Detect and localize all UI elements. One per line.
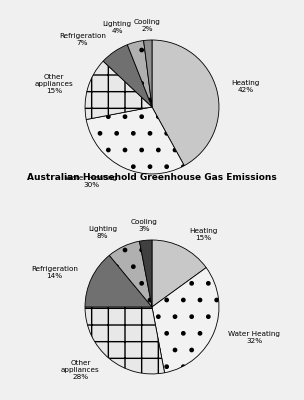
Text: Cooling
3%: Cooling 3% [131,219,158,232]
Text: Water Heating
30%: Water Heating 30% [65,174,117,188]
Text: Heating
15%: Heating 15% [189,228,218,240]
Wedge shape [127,40,152,107]
Wedge shape [103,45,152,107]
Title: Australian Household Greenhouse Gas Emissions: Australian Household Greenhouse Gas Emis… [27,173,277,182]
Text: Other
appliances
15%: Other appliances 15% [35,74,73,94]
Wedge shape [86,107,184,174]
Wedge shape [152,240,206,307]
Text: Refrigeration
14%: Refrigeration 14% [31,266,78,279]
Text: Cooling
2%: Cooling 2% [133,19,160,32]
Wedge shape [152,40,219,166]
Wedge shape [85,61,152,120]
Wedge shape [143,40,152,107]
Wedge shape [109,241,152,307]
Text: Water Heating
32%: Water Heating 32% [228,331,280,344]
Text: Other
appliances
28%: Other appliances 28% [61,360,100,380]
Text: Refrigeration
7%: Refrigeration 7% [59,33,106,46]
Text: Lighting
4%: Lighting 4% [102,21,132,34]
Wedge shape [140,240,152,307]
Text: Heating
42%: Heating 42% [231,80,260,93]
Wedge shape [85,307,164,374]
Wedge shape [152,268,219,373]
Wedge shape [85,255,152,307]
Text: Lighting
8%: Lighting 8% [88,226,117,240]
